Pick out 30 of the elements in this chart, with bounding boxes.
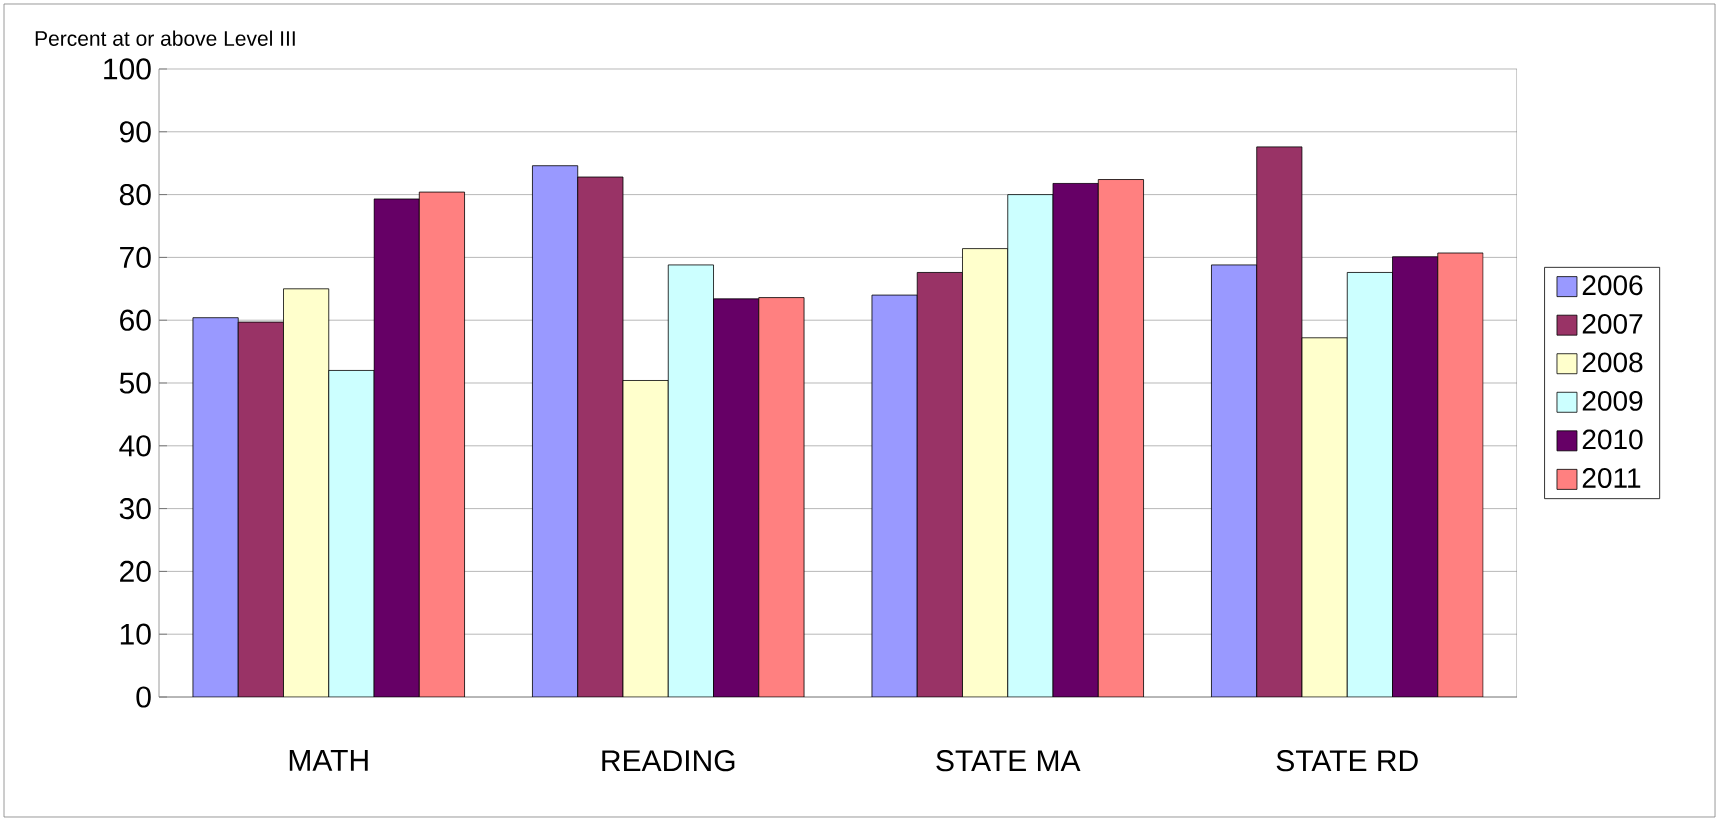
y-tick-label: 80 [119, 183, 151, 206]
legend-label: 2009 [1582, 390, 1643, 411]
x-tick-label: STATE MA [936, 750, 1081, 772]
bar [916, 272, 963, 697]
bar [192, 317, 239, 697]
y-tick-label: 90 [119, 121, 151, 143]
bar [532, 165, 579, 697]
y-tick-label: 100 [104, 58, 151, 80]
y-tick-label: 40 [119, 435, 151, 457]
y-tick-label: 10 [120, 623, 151, 645]
y-tick-label: 0 [136, 686, 151, 708]
legend-label: 2006 [1582, 275, 1643, 296]
x-tick-label: MATH [289, 750, 368, 771]
y-axis-title: Percent at or above Level III [35, 30, 295, 46]
bar [577, 176, 624, 697]
y-tick-label: 60 [120, 309, 151, 331]
bar [1211, 264, 1258, 697]
y-tick-label: 30 [119, 497, 151, 520]
legend-label: 2011 [1582, 468, 1641, 488]
legend-label: 2010 [1582, 429, 1643, 450]
bar [1256, 146, 1303, 697]
y-tick-label: 50 [119, 372, 151, 394]
legend-label: 2008 [1582, 352, 1643, 373]
x-tick-label: STATE RD [1276, 750, 1418, 772]
x-tick-label: READING [602, 750, 735, 772]
bar [237, 321, 284, 697]
legend-label: 2007 [1582, 313, 1643, 334]
y-tick-label: 20 [120, 560, 151, 583]
y-tick-label: 70 [120, 246, 151, 269]
bar [871, 294, 918, 697]
